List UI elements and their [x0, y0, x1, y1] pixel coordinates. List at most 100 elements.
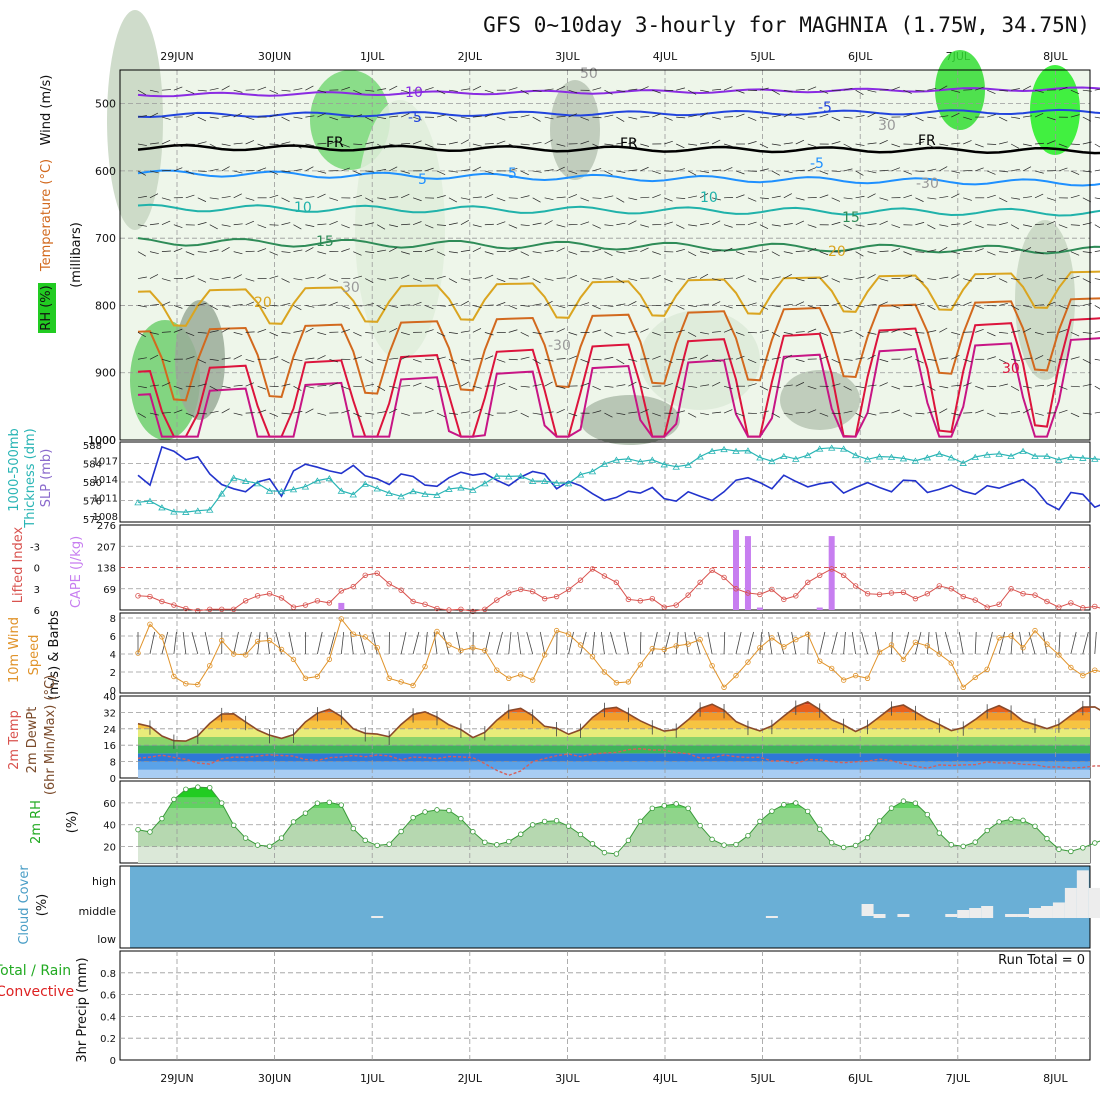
wind-barb [317, 112, 326, 118]
wind-barb [604, 251, 613, 257]
wind-barb [353, 412, 362, 418]
wind-barb [1011, 197, 1021, 200]
wind-barb [628, 278, 638, 281]
wind-barb [987, 251, 996, 256]
wind-barb [771, 332, 780, 338]
isotherm-label: -5 [818, 100, 832, 116]
thickness-point [768, 457, 776, 465]
wind-barb [365, 278, 374, 283]
wind-barb [341, 329, 350, 333]
wind-barb [771, 276, 781, 279]
wind-barb [401, 412, 410, 416]
wind-barb [532, 197, 541, 203]
rh-point [565, 823, 572, 829]
wind-barb [1022, 166, 1032, 172]
wind-barb [831, 332, 841, 334]
wind-barb [640, 116, 650, 118]
wind-barb [353, 332, 362, 337]
wind-barb [281, 358, 290, 364]
wind-barb [652, 355, 661, 360]
wind-speed-point [434, 628, 440, 635]
thickness-point [289, 486, 298, 493]
wind-barb [520, 412, 529, 418]
wind-barb [879, 140, 888, 145]
wind-speed-point [494, 667, 500, 673]
surface-wind-barb [651, 631, 658, 655]
thickness-point [469, 486, 477, 493]
wind-barb [173, 248, 183, 252]
surface-wind-barb [340, 631, 345, 655]
wind-barb [867, 384, 877, 387]
wind-barb [688, 385, 698, 388]
wind-barb [819, 89, 829, 94]
rh-point [135, 826, 141, 833]
wind-barb [879, 116, 889, 120]
wind-barb [723, 167, 733, 172]
wind-barb [317, 385, 327, 387]
wind-barb [293, 358, 303, 362]
wind-barb [365, 251, 375, 254]
wind-barb [544, 139, 553, 145]
wind-barb [448, 89, 458, 92]
lifted-index-point [386, 581, 392, 587]
wind-speed-point [673, 643, 679, 649]
isotherm-label: 5 [508, 166, 517, 182]
wind-barb [927, 305, 936, 310]
surface-wind-barb [517, 631, 522, 655]
wind-barb [137, 385, 147, 389]
wind-barb [711, 358, 721, 362]
wind-barb [508, 143, 518, 148]
wind-barb [712, 331, 722, 333]
lifted-index-point [470, 608, 476, 615]
wind-barb [173, 167, 183, 172]
cloud-cover-middle [861, 904, 874, 916]
wind-barb [257, 143, 267, 148]
lifted-index-point [745, 590, 751, 596]
wind-barb [1011, 168, 1020, 172]
wind-barb [149, 274, 159, 279]
surface-wind-barb [556, 631, 558, 655]
wind-barb [149, 112, 159, 118]
isotherm-line [137, 317, 1100, 438]
lifted-index-point [147, 593, 153, 600]
wind-barb [377, 224, 386, 230]
wind-barb [723, 224, 733, 228]
wind-barb [149, 412, 159, 416]
wind-barb [664, 302, 673, 306]
wind-barb [951, 193, 960, 199]
wind-barb [795, 89, 805, 91]
wind-barb [998, 358, 1008, 364]
wind-barb [915, 332, 925, 334]
wind-barb [389, 277, 399, 279]
wind-barb [771, 357, 781, 360]
isotherm-label: 10 [294, 200, 312, 216]
wind-barb [448, 141, 458, 145]
y-tick-thickness: 588 [83, 441, 102, 452]
lifted-index-point [577, 577, 584, 583]
wind-barb [389, 305, 399, 308]
rh-point [793, 800, 799, 806]
y-tick-temperature: 32 [103, 708, 116, 719]
rh-unit-label: (%) [65, 811, 80, 834]
wind-speed-point [290, 656, 297, 663]
wind-barb [747, 302, 757, 306]
wind-barb [496, 358, 506, 363]
wind-barb [448, 251, 458, 254]
wind-barb [197, 141, 207, 145]
wind-barb [173, 385, 183, 390]
wind-barb [867, 170, 877, 174]
wind-barb [783, 412, 793, 416]
wind-barb [580, 358, 590, 363]
wind-barb [568, 412, 578, 417]
wind-barb [855, 251, 864, 257]
wind-speed-point [721, 684, 727, 690]
wind-barb [951, 251, 961, 255]
wind-barb [616, 384, 626, 387]
wind-barb [939, 224, 949, 227]
wind-barb [676, 385, 685, 391]
wind-barb [759, 197, 769, 200]
wind-barb [1058, 385, 1068, 390]
wind-barb [1046, 382, 1056, 387]
rh-region [107, 10, 163, 230]
y-tick-cape: 138 [97, 564, 116, 575]
